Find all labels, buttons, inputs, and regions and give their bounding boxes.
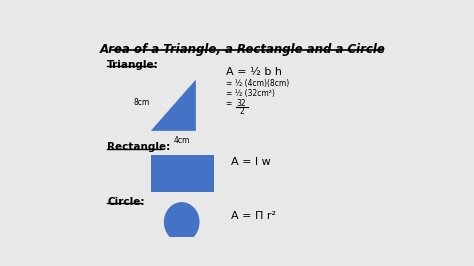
Text: = ½ (4cm)(8cm): = ½ (4cm)(8cm): [226, 79, 289, 88]
Text: A = ½ b h: A = ½ b h: [226, 67, 282, 77]
Text: A = l w: A = l w: [231, 157, 271, 167]
Text: =: =: [226, 99, 235, 108]
Ellipse shape: [164, 202, 200, 242]
Text: Triangle:: Triangle:: [107, 60, 159, 70]
Text: Circle:: Circle:: [107, 197, 145, 207]
Text: 2: 2: [240, 107, 245, 116]
Text: Rectangle:: Rectangle:: [107, 142, 171, 152]
Text: 4cm: 4cm: [173, 136, 190, 145]
Text: A = Π r²: A = Π r²: [231, 211, 276, 221]
Text: 8cm: 8cm: [133, 98, 149, 107]
Polygon shape: [151, 80, 195, 131]
Bar: [151, 155, 214, 192]
Text: = ½ (32cm²): = ½ (32cm²): [226, 89, 275, 98]
Text: Area of a Triangle, a Rectangle and a Circle: Area of a Triangle, a Rectangle and a Ci…: [100, 43, 386, 56]
Text: 32: 32: [237, 99, 246, 108]
